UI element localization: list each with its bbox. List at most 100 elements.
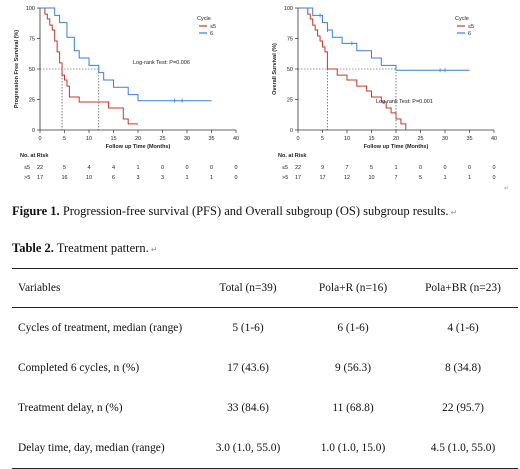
risk-value: 4 [87,165,90,171]
risk-value: 0 [443,165,446,171]
legend-label: ≤5 [468,24,474,30]
table-header-cell: Total (n=39) [198,268,298,308]
figure-caption-text: Progression-free survival (PFS) and Over… [59,204,449,218]
risk-table-title: No. at Risk [20,153,49,159]
risk-row-label: ≤5 [24,165,30,171]
table-cell: 6 (1-6) [337,322,369,334]
y-tick-label: 50 [29,67,35,73]
table-cell: 9 (56.3) [334,362,372,374]
table-cell: Completed 6 cycles, n (%) [18,362,140,374]
y-tick-label: 75 [287,37,293,43]
risk-value: 3 [136,175,139,181]
x-axis-label: Follow up Time (Months) [364,144,429,150]
paragraph-mark-icon: ↵ [450,208,458,217]
y-tick-label: 100 [284,6,293,12]
risk-value: 10 [368,175,374,181]
x-tick-label: 30 [184,136,190,142]
risk-value: 1 [443,175,446,181]
x-tick-label: 25 [159,136,165,142]
x-tick-label: 20 [393,136,399,142]
x-tick-label: 35 [208,136,214,142]
table-cell: 5 (1-6) [232,322,264,334]
table-caption-text: Treatment pattern. [53,241,149,255]
table-row: Cycles of treatment, median (range) 5 (1… [12,308,518,349]
risk-value: 10 [86,175,92,181]
risk-value: 1 [468,175,471,181]
logrank-annotation: Log-rank Test: P=0.006 [133,60,190,66]
risk-value: 5 [419,175,422,181]
table-cell: 11 (68.8) [332,402,374,414]
y-axis-label: Progression Free Survival (%) [14,30,20,108]
risk-value: 16 [61,175,67,181]
x-tick-label: 40 [491,136,497,142]
table-row: Completed 6 cycles, n (%) 17 (43.6) 9 (5… [12,348,518,388]
risk-value: 5 [370,165,373,171]
risk-value: 1 [136,165,139,171]
survival-curve-1 [298,7,470,71]
table-cell: 33 (84.6) [227,402,269,414]
risk-value: 5 [63,165,66,171]
figure-caption-label: Figure 1. [12,204,60,218]
y-tick-label: 0 [290,128,293,134]
table-cell: 4.5 (1.0, 55.0) [408,428,518,469]
table-cell: 1.0 (1.0, 15.0) [298,428,408,469]
risk-value: 1 [394,165,397,171]
risk-value: 17 [319,175,325,181]
x-tick-label: 5 [63,136,66,142]
x-tick-label: 5 [321,136,324,142]
risk-value: 0 [419,165,422,171]
table-header-row: Variables Total (n=39) Pola+R (n=16) Pol… [12,268,518,308]
risk-value: 0 [161,165,164,171]
table-cell: Treatment delay, n (%) [18,402,123,414]
y-tick-label: 75 [29,37,35,43]
y-tick-label: 0 [32,128,35,134]
risk-value: 1 [210,175,213,181]
risk-value: 17 [295,175,301,181]
table-row: Delay time, day, median (range) 3.0 (1.0… [12,428,518,469]
table-cell: 8 (34.8) [444,362,482,374]
risk-value: 0 [234,175,237,181]
paragraph-mark-icon: ↵ [504,186,509,192]
risk-value: 0 [185,165,188,171]
legend-label: 6 [468,31,471,37]
y-tick-label: 50 [287,67,293,73]
y-tick-label: 25 [287,98,293,104]
risk-row-label: ≤5 [282,165,288,171]
risk-value: 0 [468,165,471,171]
risk-table-title: No. at Risk [278,153,307,159]
risk-value: 0 [234,165,237,171]
legend-title: Cycle [455,16,469,22]
risk-row-label: >5 [282,175,288,181]
legend-title: Cycle [197,16,211,22]
survival-curve-0 [298,7,407,130]
x-tick-label: 10 [344,136,350,142]
legend-label: 6 [210,31,213,37]
x-tick-label: 20 [135,136,141,142]
table-cell: 3.0 (1.0, 55.0) [198,428,298,469]
table-header-cell: Variables [12,268,198,308]
x-tick-label: 15 [368,136,374,142]
y-tick-label: 100 [26,6,35,12]
treatment-pattern-table: Variables Total (n=39) Pola+R (n=16) Pol… [12,268,518,469]
risk-value: 0 [210,165,213,171]
risk-value: 22 [295,165,301,171]
risk-value: 3 [161,175,164,181]
table-cell: Cycles of treatment, median (range) [18,322,183,334]
table-caption-label: Table 2. [12,241,54,255]
figure-caption: Figure 1. Progression-free survival (PFS… [12,204,457,219]
table-caption: Table 2. Treatment pattern. ↵ [12,241,157,256]
risk-value: 9 [321,165,324,171]
x-tick-label: 35 [466,136,472,142]
x-tick-label: 30 [442,136,448,142]
table-header-cell: Pola+BR (n=23) [408,268,518,308]
risk-value: 6 [112,175,115,181]
risk-value: 0 [492,175,495,181]
x-tick-label: 40 [233,136,239,142]
table-header-cell: Pola+R (n=16) [298,268,408,308]
x-axis-label: Follow up Time (Months) [106,144,171,150]
table-cell: Delay time, day, median (range) [12,428,198,469]
table-row: Treatment delay, n (%) 33 (84.6) 11 (68.… [12,388,518,428]
legend-label: ≤5 [210,24,216,30]
